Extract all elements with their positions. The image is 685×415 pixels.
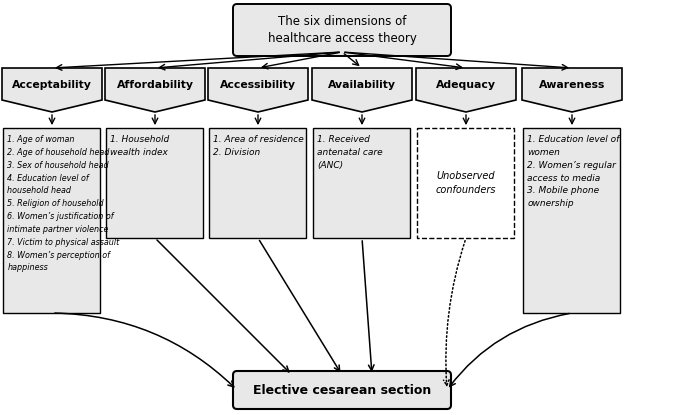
Text: 1. Education level of
women
2. Women’s regular
access to media
3. Mobile phone
o: 1. Education level of women 2. Women’s r… xyxy=(527,135,620,208)
FancyBboxPatch shape xyxy=(233,371,451,409)
Text: Elective cesarean section: Elective cesarean section xyxy=(253,383,431,396)
Text: The six dimensions of
healthcare access theory: The six dimensions of healthcare access … xyxy=(268,15,416,45)
Text: 1. Age of woman
2. Age of household head
3. Sex of household head
4. Education l: 1. Age of woman 2. Age of household head… xyxy=(8,135,120,273)
Text: Availability: Availability xyxy=(328,80,396,90)
Bar xyxy=(417,128,514,238)
Polygon shape xyxy=(522,68,622,112)
Bar xyxy=(210,128,306,238)
Polygon shape xyxy=(2,68,102,112)
Polygon shape xyxy=(208,68,308,112)
Polygon shape xyxy=(312,68,412,112)
Text: Affordability: Affordability xyxy=(116,80,193,90)
Bar xyxy=(523,128,621,313)
Bar xyxy=(314,128,410,238)
Text: Adequacy: Adequacy xyxy=(436,80,496,90)
Bar xyxy=(3,128,101,313)
Bar xyxy=(106,128,203,238)
Text: 1. Received
antenatal care
(ANC): 1. Received antenatal care (ANC) xyxy=(318,135,383,170)
FancyBboxPatch shape xyxy=(233,4,451,56)
Text: Unobserved
confounders: Unobserved confounders xyxy=(436,171,496,195)
Text: Accessibility: Accessibility xyxy=(220,80,296,90)
Polygon shape xyxy=(105,68,205,112)
Text: Awareness: Awareness xyxy=(539,80,605,90)
Text: Acceptability: Acceptability xyxy=(12,80,92,90)
Text: 1. Area of residence
2. Division: 1. Area of residence 2. Division xyxy=(214,135,304,157)
Text: 1. Household
wealth index: 1. Household wealth index xyxy=(110,135,170,157)
Polygon shape xyxy=(416,68,516,112)
